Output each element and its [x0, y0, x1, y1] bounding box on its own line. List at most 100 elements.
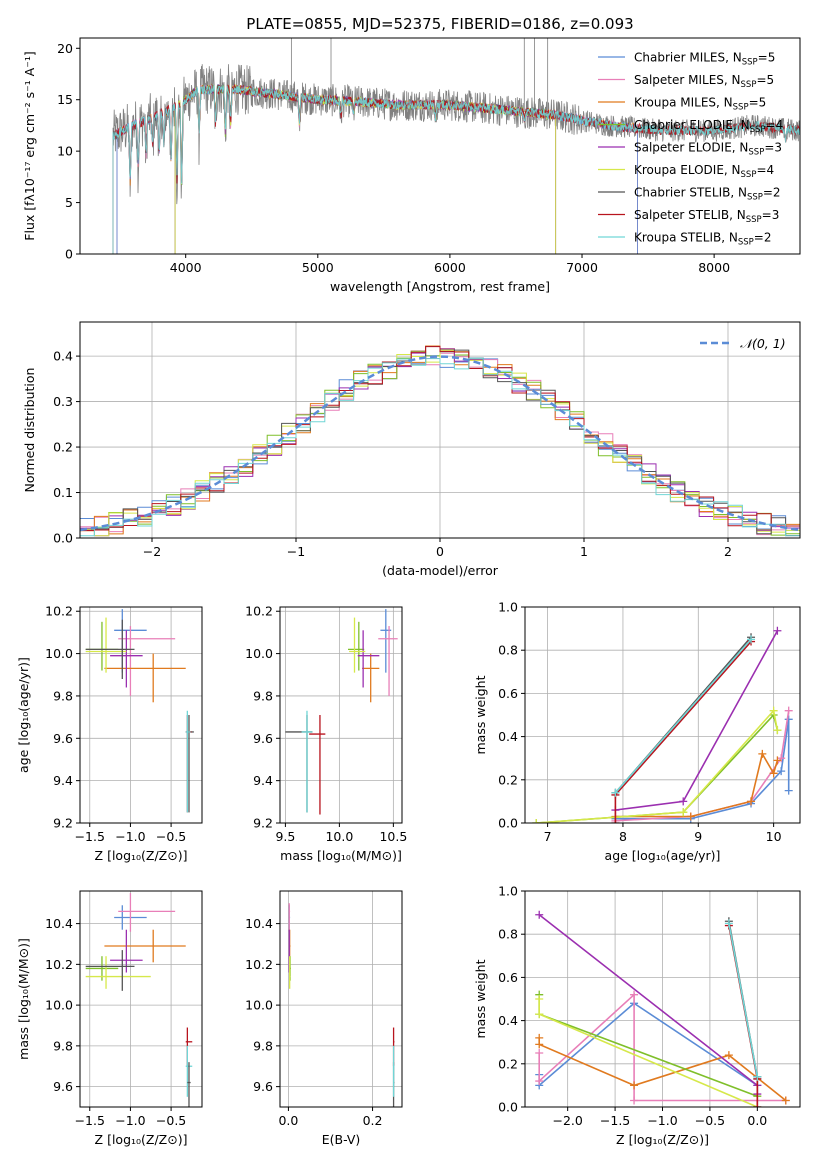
- legend-label-text: Chabrier STELIB, N: [634, 186, 747, 200]
- x-tick-label: −2: [143, 544, 161, 559]
- weight-marker: [630, 1096, 639, 1105]
- weight-marker: [753, 1072, 762, 1081]
- legend-n: =5: [749, 96, 767, 110]
- weight-marker: [773, 726, 782, 735]
- chart-title: PLATE=0855, MJD=52375, FIBERID=0186, z=0…: [246, 15, 633, 33]
- errorbar-point: [309, 715, 326, 815]
- weight-marker: [630, 990, 639, 999]
- x-axis-label: (data-model)/error: [382, 563, 499, 578]
- x-tick-label: −1.5: [75, 1113, 105, 1128]
- grid: [280, 607, 402, 823]
- panel-5: −1.5 −1.0 −0.5 9.6 9.8 10.0 10.2 10.4 Z [log₁₀(Z…: [16, 890, 203, 1147]
- weight-marker: [777, 767, 786, 776]
- plot-area: [525, 891, 800, 1107]
- legend-label: Salpeter STELIB, NSSP=3: [634, 208, 779, 225]
- legend-label: 𝒩(0, 1): [740, 336, 786, 351]
- x-tick-label: 0.2: [363, 1113, 383, 1128]
- x-tick-label: −0.5: [156, 829, 186, 844]
- y-axis-label: mass [log₁₀(M/M⊙)]: [16, 938, 31, 1060]
- y-tick-label: 9.4: [53, 773, 73, 788]
- y-tick-label: 0.2: [53, 440, 73, 455]
- weight-series: [614, 638, 752, 794]
- plot-area: [525, 607, 800, 823]
- x-tick-label: 10: [766, 829, 782, 844]
- weight-marker: [747, 635, 756, 644]
- y-tick-label: 9.6: [253, 731, 273, 746]
- plot-area: [80, 607, 202, 823]
- weight-marker: [769, 706, 778, 715]
- legend-n: =4: [766, 118, 784, 132]
- panel-7: −2.0 −1.5 −1.0 −0.5 0.0 0.0 0.2 0.4 0.6 0.8 1.0 Z […: [473, 884, 801, 1147]
- weight-marker: [758, 749, 767, 758]
- legend-label: Kroupa STELIB, NSSP=2: [634, 231, 772, 248]
- x-tick-label: −1.0: [115, 1113, 145, 1128]
- legend-sub: SSP: [741, 170, 757, 180]
- x-tick-label: 1: [580, 544, 588, 559]
- errorbar-point: [392, 1045, 395, 1097]
- errorbar-point: [85, 950, 135, 991]
- y-tick-label: 9.6: [253, 1079, 273, 1094]
- x-axis-label: Z [log₁₀(Z/Z⊙)]: [95, 848, 188, 863]
- y-tick-label: 0.4: [498, 1013, 518, 1028]
- y-axis-label: mass weight: [473, 675, 488, 754]
- y-tick-label: 0.6: [498, 686, 518, 701]
- normal-curve: [80, 355, 800, 532]
- legend-label-text: Kroupa ELODIE, N: [634, 163, 741, 177]
- y-tick-label: 10.2: [245, 957, 273, 972]
- legend-n: =4: [756, 163, 774, 177]
- grid: [80, 891, 202, 1107]
- y-tick-label: 10: [57, 144, 73, 159]
- x-axis-label: wavelength [Angstrom, rest frame]: [330, 279, 550, 294]
- y-tick-label: 0.0: [53, 531, 73, 546]
- panel-2: −1.5 −1.0 −0.5 9.2 9.4 9.6 9.8 10.0 10.2 Z [log₁₀…: [16, 604, 203, 863]
- x-tick-label: 8000: [698, 260, 730, 275]
- errorbar-point: [185, 710, 191, 813]
- legend-label-text: Chabrier ELODIE, N: [634, 118, 750, 132]
- x-tick-label: −1.5: [75, 829, 105, 844]
- panel-1: −2 −1 0 1 2 0.0 0.1 0.2 0.3 0.4 (data-model)/error…: [22, 321, 801, 578]
- errorbar-point: [104, 929, 186, 963]
- weight-series: [615, 719, 790, 820]
- histogram-step: [80, 357, 800, 537]
- y-tick-label: 9.8: [253, 688, 273, 703]
- weight-marker: [724, 1051, 733, 1060]
- weight-marker: [535, 995, 544, 1003]
- x-tick-label: 2: [724, 544, 732, 559]
- weight-marker: [686, 812, 695, 821]
- weight-marker: [784, 786, 793, 795]
- legend-sub: SSP: [742, 58, 758, 68]
- legend-label: Salpeter ELODIE, NSSP=3: [634, 141, 782, 158]
- legend-label: Kroupa ELODIE, NSSP=4: [634, 163, 774, 180]
- weight-marker: [532, 819, 541, 823]
- legend-n: =3: [762, 208, 780, 222]
- x-tick-label: 10.5: [379, 829, 407, 844]
- legend-sub: SSP: [746, 215, 762, 225]
- legend-label: Chabrier ELODIE, NSSP=4: [634, 118, 783, 135]
- y-tick-label: 10.0: [245, 998, 273, 1013]
- legend-label-text: Salpeter ELODIE, N: [634, 141, 748, 155]
- errorbar-point: [348, 621, 365, 671]
- panel-3: 9.5 10.0 10.5 9.2 9.4 9.6 9.8 10.0 10.2 mass [log…: [245, 604, 407, 863]
- y-tick-label: 9.6: [53, 1079, 73, 1094]
- errorbar-point: [85, 617, 127, 673]
- y-tick-label: 0.2: [498, 772, 518, 787]
- y-axis-label: Flux [fλ10⁻¹⁷ erg cm⁻² s⁻¹ A⁻¹]: [22, 51, 37, 240]
- weight-marker: [535, 1049, 544, 1057]
- legend-n: =3: [764, 141, 782, 155]
- x-axis-label: mass [log₁₀(M/M⊙)]: [280, 848, 402, 863]
- x-axis-label: Z [log₁₀(Z/Z⊙)]: [616, 1132, 709, 1147]
- y-tick-label: 10.4: [245, 916, 273, 931]
- legend-sub: SSP: [741, 80, 757, 90]
- y-tick-label: 0.1: [53, 485, 73, 500]
- errorbar-point: [357, 630, 380, 688]
- legend-sub: SSP: [733, 103, 749, 113]
- axes-frame: [79, 890, 203, 1108]
- plot-area: [80, 891, 202, 1107]
- x-tick-label: 4000: [170, 260, 202, 275]
- x-axis-label: Z [log₁₀(Z/Z⊙)]: [95, 1132, 188, 1147]
- errorbar-point: [110, 929, 143, 973]
- weight-marker: [784, 706, 793, 715]
- weight-marker: [781, 1096, 790, 1105]
- plot-area: [280, 607, 402, 823]
- y-tick-label: 1.0: [498, 600, 518, 615]
